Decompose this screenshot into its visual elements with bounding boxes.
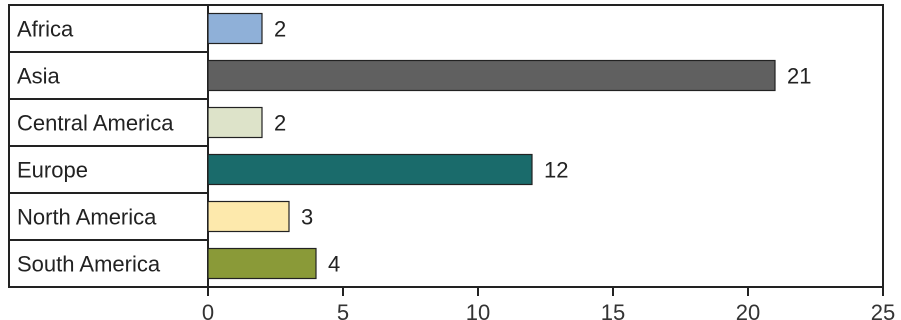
bar: [207, 106, 263, 139]
x-tick-label: 25: [871, 300, 895, 320]
category-label: Asia: [17, 64, 61, 89]
data-label: 3: [301, 205, 313, 230]
bar: [207, 200, 290, 233]
category-label: Europe: [17, 158, 88, 183]
category-label: Africa: [17, 17, 74, 42]
x-tick-label: 20: [736, 300, 760, 320]
plot-area-border: [207, 4, 884, 288]
data-label: 21: [787, 64, 811, 89]
category-label: South America: [17, 252, 161, 277]
x-tick-label: 10: [466, 300, 490, 320]
x-axis: 0 5 10 15 20 25: [9, 286, 895, 320]
bar: [207, 59, 776, 92]
chart-frame: [207, 4, 884, 288]
bar: [207, 153, 533, 186]
bar: [207, 12, 263, 45]
data-label: 2: [274, 17, 286, 42]
category-cell: [8, 239, 209, 288]
x-tick-label: 0: [202, 300, 214, 320]
bar: [207, 247, 317, 280]
data-label: 4: [328, 252, 340, 277]
x-tick-label: 5: [337, 300, 349, 320]
data-label: 2: [274, 111, 286, 136]
bars: [207, 12, 776, 280]
category-label-cells: Africa Asia Central America Europe North Ame…: [8, 4, 209, 288]
category-cell: [8, 51, 209, 100]
value-labels: 2 21 2 12 34: [274, 17, 811, 277]
data-label: 12: [544, 158, 568, 183]
x-tick-label: 15: [601, 300, 625, 320]
category-label: Central America: [17, 111, 174, 136]
category-label: North America: [17, 205, 157, 230]
category-cell: [8, 4, 209, 53]
